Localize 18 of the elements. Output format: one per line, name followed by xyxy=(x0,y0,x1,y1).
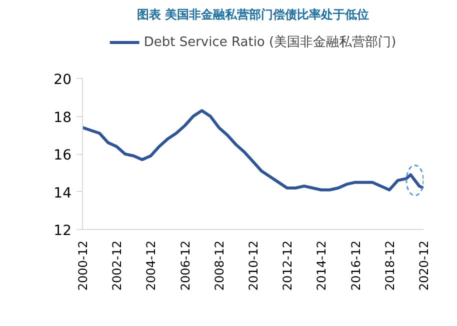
x-tick-label: 2010-12 xyxy=(246,240,260,291)
x-tick-label: 2018-12 xyxy=(382,240,397,291)
x-tick-label: 2000-12 xyxy=(76,240,90,291)
y-tick-label: 12 xyxy=(54,223,72,239)
y-tick-label: 20 xyxy=(54,72,72,88)
y-tick-label: 16 xyxy=(54,148,72,164)
x-tick-label: 2002-12 xyxy=(110,240,124,291)
y-tick-label: 14 xyxy=(54,185,72,202)
x-tick-label: 2006-12 xyxy=(178,240,192,291)
x-tick-label: 2004-12 xyxy=(144,240,158,291)
x-tick-label: 2008-12 xyxy=(212,240,226,291)
x-tick-label: 2014-12 xyxy=(314,240,329,291)
chart-title: 图表 美国非金融私营部门偿债比率处于低位 xyxy=(136,8,370,22)
x-tick-label: 2016-12 xyxy=(348,240,363,291)
y-tick-label: 18 xyxy=(54,110,72,126)
x-tick-label: 2012-12 xyxy=(280,240,295,291)
legend-label: Debt Service Ratio (美国非金融私营部门) xyxy=(144,34,396,51)
x-tick-label: 2020-12 xyxy=(417,240,431,291)
